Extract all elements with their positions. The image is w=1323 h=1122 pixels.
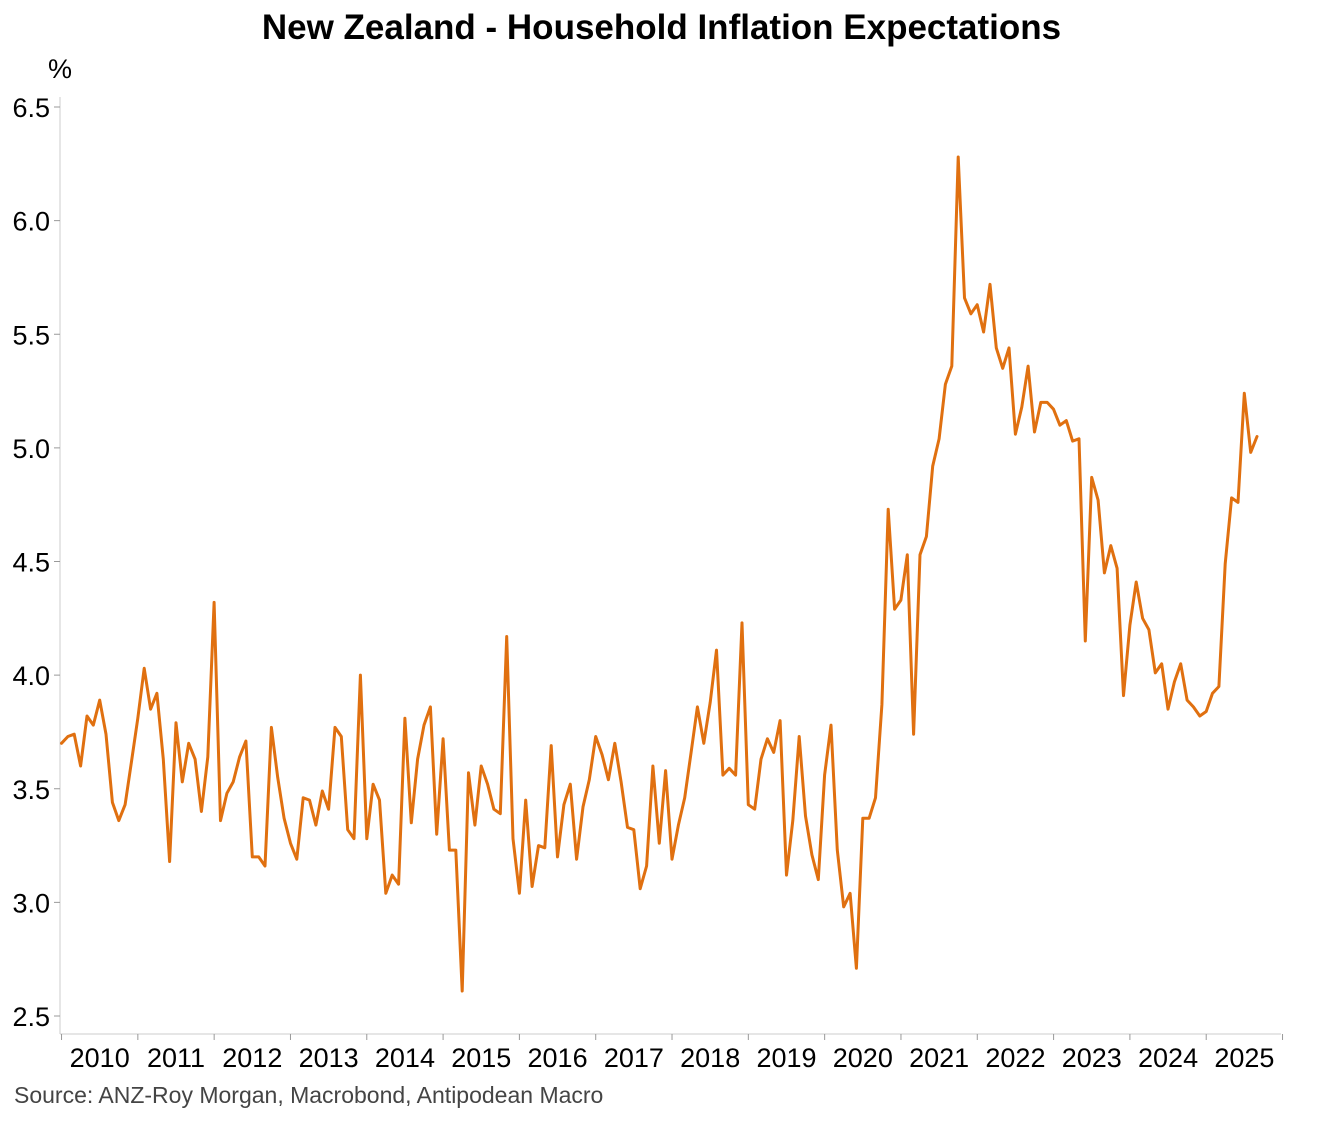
x-tick-label: 2025	[1214, 1043, 1274, 1073]
y-tick-label: 6.0	[12, 207, 50, 237]
y-tick-label: 3.5	[12, 775, 50, 805]
y-tick-label: 5.5	[12, 320, 50, 350]
y-tick-label: 2.5	[12, 1002, 50, 1032]
x-tick-label: 2021	[909, 1043, 969, 1073]
y-axis: 6.5 6.0 5.5 5.0 4.5 4.0 3.5 3.0 2.5	[12, 93, 61, 1034]
x-tick-label: 2012	[222, 1043, 282, 1073]
x-tick-label: 2019	[756, 1043, 816, 1073]
x-tick-label: 2022	[985, 1043, 1045, 1073]
x-tick-label: 2024	[1138, 1043, 1198, 1073]
x-tick-label: 2010	[70, 1043, 130, 1073]
series-line-0	[60, 155, 1259, 993]
source-note: Source: ANZ-Roy Morgan, Macrobond, Antip…	[14, 1082, 604, 1108]
x-tick-label: 2023	[1062, 1043, 1122, 1073]
y-tick-label: 4.5	[12, 548, 50, 578]
x-tick-label: 2016	[528, 1043, 588, 1073]
x-tick-label: 2014	[375, 1043, 435, 1073]
y-tick-label: 3.0	[12, 888, 50, 918]
x-tick-label: 2017	[604, 1043, 664, 1073]
y-tick-label: 5.0	[12, 434, 50, 464]
x-tick-label: 2013	[299, 1043, 359, 1073]
chart-title: New Zealand - Household Inflation Expect…	[261, 8, 1062, 47]
x-tick-label: 2011	[147, 1043, 205, 1073]
x-tick-label: 2015	[451, 1043, 511, 1073]
y-axis-unit-label: %	[48, 54, 73, 84]
y-tick-label: 6.5	[12, 93, 50, 123]
x-axis: 2010 2011 2012 2013 2014 2015 2016 2017 2018 2019…	[60, 1033, 1284, 1073]
x-tick-label: 2018	[680, 1043, 740, 1073]
y-tick-label: 4.0	[12, 661, 50, 691]
x-tick-label: 2020	[833, 1043, 893, 1073]
series-group	[60, 155, 1259, 993]
